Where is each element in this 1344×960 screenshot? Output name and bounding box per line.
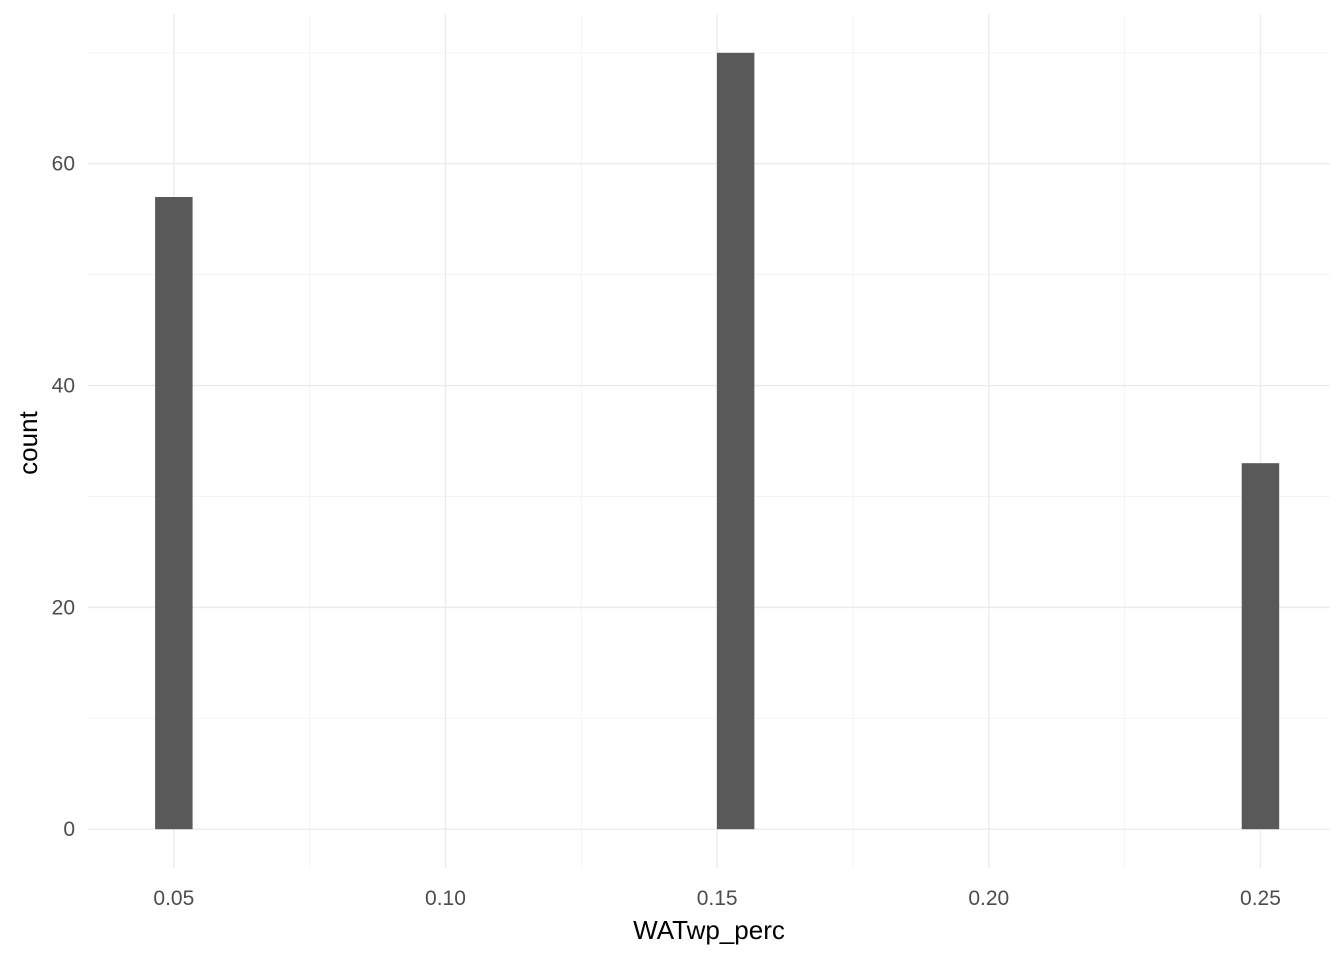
- x-tick-label: 0.10: [425, 887, 466, 910]
- y-tick-label: 60: [52, 153, 75, 176]
- y-tick-label: 0: [63, 818, 75, 841]
- x-tick-label: 0.20: [968, 887, 1009, 910]
- histogram-bar: [716, 52, 755, 830]
- x-tick-label: 0.15: [697, 887, 738, 910]
- y-tick-label: 40: [52, 375, 75, 398]
- histogram-bars: [155, 52, 1280, 830]
- y-axis-title: count: [13, 410, 43, 474]
- x-axis-ticks: 0.05 0.10 0.15 0.20 0.25: [153, 887, 1280, 910]
- y-axis-ticks: 0 20 40 60: [52, 153, 75, 841]
- x-axis-title: WATwp_perc: [633, 915, 785, 945]
- grid-lines: [88, 14, 1330, 868]
- x-tick-label: 0.25: [1240, 887, 1281, 910]
- histogram-bar: [155, 197, 193, 830]
- x-tick-label: 0.05: [153, 887, 194, 910]
- y-tick-label: 20: [52, 596, 75, 619]
- histogram-bar: [1241, 463, 1280, 830]
